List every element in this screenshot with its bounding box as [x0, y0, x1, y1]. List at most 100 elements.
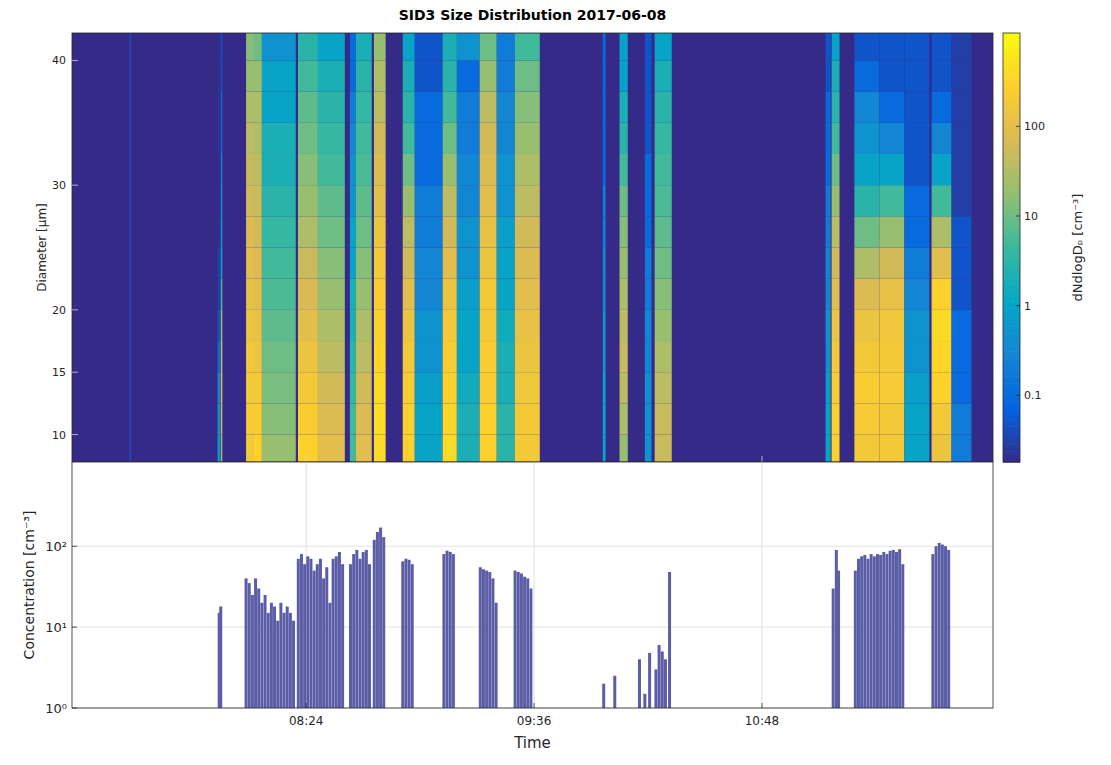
- heat-cell: [515, 60, 540, 91]
- colorbar-swatch: [1003, 237, 1020, 241]
- heat-cell: [879, 372, 904, 403]
- bar: [316, 564, 319, 708]
- heat-cell: [620, 33, 628, 60]
- heat-cell: [497, 154, 515, 185]
- bar: [254, 578, 257, 708]
- y-tick-label: 30: [52, 179, 66, 192]
- heat-cell: [130, 60, 131, 91]
- heat-cell: [480, 372, 497, 403]
- bar: [401, 561, 404, 708]
- bar: [309, 559, 312, 708]
- heat-cell: [480, 435, 497, 462]
- heat-cell: [904, 60, 929, 91]
- heat-cell: [218, 60, 221, 91]
- heat-cell: [854, 33, 879, 60]
- heat-cell: [443, 248, 457, 279]
- heat-cell: [403, 33, 415, 60]
- colorbar-swatch: [1003, 323, 1020, 327]
- y-axis-title: Concentration [cm⁻³]: [21, 511, 37, 660]
- heat-cell: [655, 248, 672, 279]
- bar: [668, 572, 671, 708]
- x-axis-title: Time: [513, 734, 551, 752]
- colorbar-swatch: [1003, 405, 1020, 409]
- colorbar-swatch: [1003, 294, 1020, 298]
- bar: [866, 559, 869, 708]
- heat-cell: [879, 248, 904, 279]
- x-tick: [534, 703, 535, 708]
- heat-cell: [832, 216, 840, 247]
- heat-cell: [932, 216, 952, 247]
- bar: [352, 554, 355, 708]
- heat-cell: [130, 216, 131, 247]
- colorbar-swatch: [1003, 208, 1020, 212]
- heat-cell: [904, 279, 929, 310]
- heat-cell: [415, 216, 443, 247]
- colorbar-swatch: [1003, 348, 1020, 352]
- bar: [873, 556, 876, 708]
- heat-cell: [952, 403, 972, 434]
- colorbar-swatch: [1003, 330, 1020, 334]
- heat-cell: [262, 279, 296, 310]
- colorbar-swatch: [1003, 365, 1020, 369]
- heat-cell: [480, 154, 497, 185]
- heat-cell: [826, 33, 831, 60]
- plot-background: [72, 462, 993, 708]
- heat-cell: [374, 341, 386, 372]
- colorbar-swatch: [1003, 391, 1020, 395]
- heat-cell: [457, 279, 480, 310]
- heat-cell: [218, 123, 221, 154]
- heat-cell: [854, 279, 879, 310]
- colorbar-swatch: [1003, 362, 1020, 366]
- bar: [661, 651, 664, 708]
- heat-cell: [932, 92, 952, 123]
- colorbar-swatch: [1003, 448, 1020, 452]
- bar: [306, 556, 309, 708]
- bar: [602, 684, 605, 708]
- plot-frame: [72, 462, 993, 708]
- colorbar-swatch: [1003, 122, 1020, 126]
- colorbar-swatch: [1003, 255, 1020, 259]
- heat-cell: [130, 435, 131, 462]
- heat-cell: [318, 248, 345, 279]
- heat-cell: [832, 185, 840, 216]
- heat-cell: [374, 92, 386, 123]
- heat-cell: [443, 92, 457, 123]
- heatmap-cells: [130, 33, 972, 462]
- bar: [325, 567, 328, 708]
- heat-cell: [246, 372, 254, 403]
- heat-cell: [350, 310, 356, 341]
- colorbar-swatch: [1003, 433, 1020, 437]
- heat-cell: [350, 92, 356, 123]
- heat-cell: [515, 33, 540, 60]
- heat-cell: [254, 60, 262, 91]
- chart-root: SID3 Size Distribution 2017-06-081015203…: [0, 0, 1111, 765]
- heat-cell: [350, 185, 356, 216]
- heat-cell: [350, 123, 356, 154]
- heat-cell: [832, 60, 840, 91]
- colorbar-swatch: [1003, 308, 1020, 312]
- heat-cell: [218, 248, 221, 279]
- colorbar-swatch: [1003, 165, 1020, 169]
- heat-cell: [218, 435, 221, 462]
- colorbar-swatch: [1003, 269, 1020, 273]
- heat-cell: [620, 154, 628, 185]
- x-tick-label: 08:24: [289, 714, 324, 728]
- heat-cell: [655, 123, 672, 154]
- bar: [404, 559, 407, 708]
- heat-cell: [403, 154, 415, 185]
- plot-background: [72, 33, 993, 462]
- heat-cell: [480, 279, 497, 310]
- heat-cell: [318, 216, 345, 247]
- heat-cell: [457, 60, 480, 91]
- colorbar-swatch: [1003, 369, 1020, 373]
- heat-cell: [130, 341, 131, 372]
- heat-cell: [645, 60, 652, 91]
- bar: [935, 546, 938, 708]
- bar: [854, 571, 857, 708]
- heat-cell: [298, 60, 318, 91]
- heat-cell: [603, 372, 606, 403]
- heat-cell: [854, 435, 879, 462]
- heat-cell: [221, 403, 223, 434]
- colorbar-swatch: [1003, 51, 1020, 55]
- heat-cell: [952, 372, 972, 403]
